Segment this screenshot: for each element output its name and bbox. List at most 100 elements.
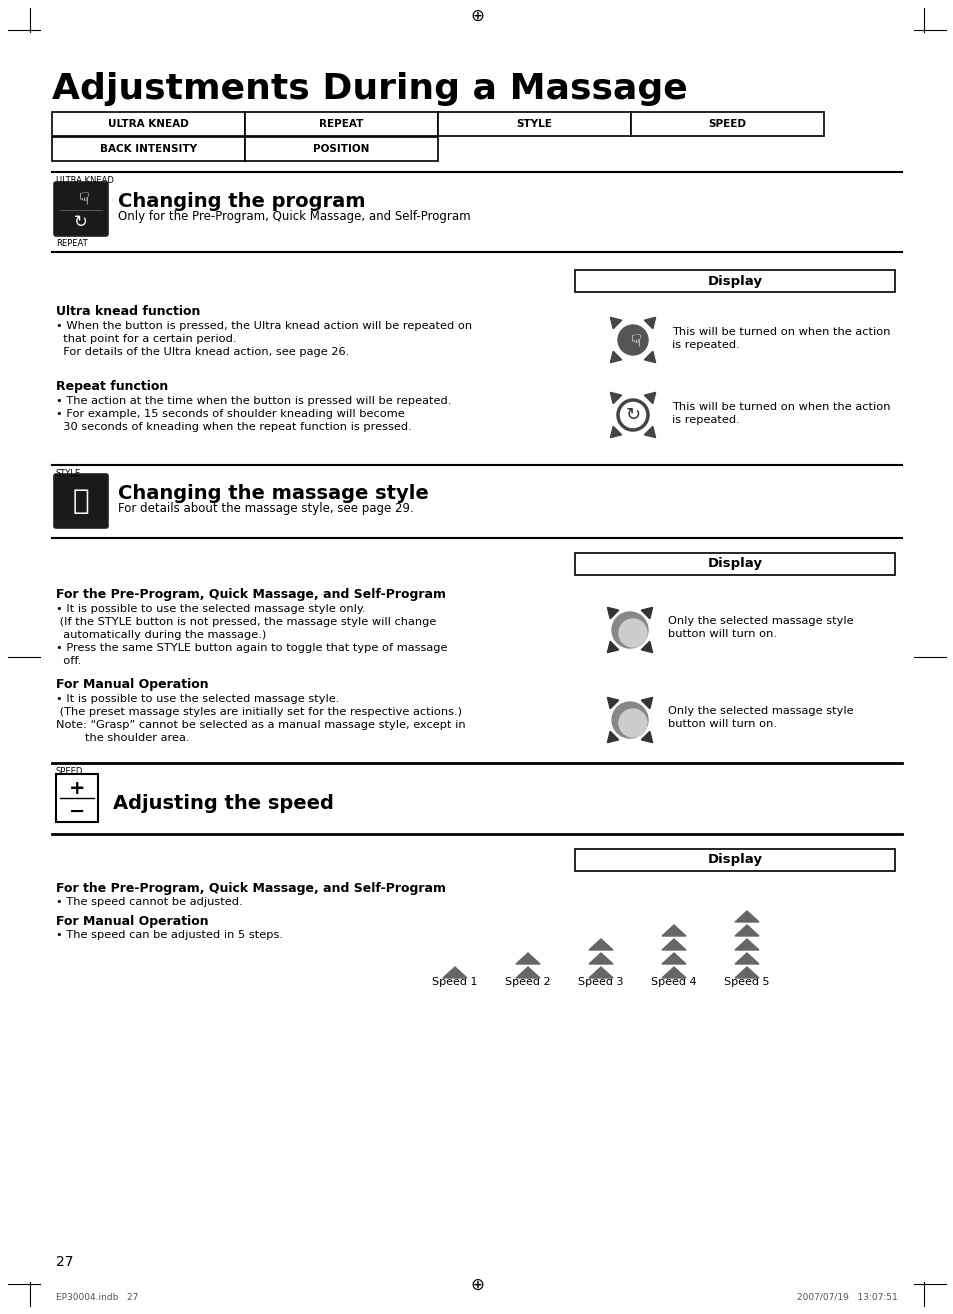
Text: button will turn on.: button will turn on. [667,629,776,639]
Text: SPEED: SPEED [56,767,83,777]
Text: Adjusting the speed: Adjusting the speed [112,794,334,813]
Text: Only the selected massage style: Only the selected massage style [667,706,853,716]
Text: 30 seconds of kneading when the repeat function is pressed.: 30 seconds of kneading when the repeat f… [56,422,412,432]
Bar [437,112,630,137]
Circle shape [618,399,647,430]
Bar [245,112,437,137]
Polygon shape [643,426,655,438]
Text: 2007/07/19   13:07:51: 2007/07/19 13:07:51 [797,1293,897,1302]
Text: • The speed can be adjusted in 5 steps.: • The speed can be adjusted in 5 steps. [56,930,283,940]
Text: EP30004.indb   27: EP30004.indb 27 [56,1293,138,1302]
Bar [56,774,98,823]
Text: Speed 3: Speed 3 [578,978,623,987]
Text: • It is possible to use the selected massage style only.: • It is possible to use the selected mas… [56,604,365,614]
Text: +: + [69,778,85,798]
Text: (The preset massage styles are initially set for the respective actions.): (The preset massage styles are initially… [56,707,461,717]
Text: ☞: ☞ [71,191,90,205]
Polygon shape [734,967,759,978]
Polygon shape [643,351,655,363]
Polygon shape [588,967,613,978]
Text: Only the selected massage style: Only the selected massage style [667,616,853,625]
Bar [575,269,894,292]
Text: For Manual Operation: For Manual Operation [56,915,209,928]
Text: • When the button is pressed, the Ultra knead action will be repeated on: • When the button is pressed, the Ultra … [56,321,472,331]
Circle shape [618,325,647,355]
Text: POSITION: POSITION [313,145,370,154]
Text: ↻: ↻ [625,406,639,424]
Bar [575,553,894,576]
Text: −: − [69,802,85,820]
Text: For details about the massage style, see page 29.: For details about the massage style, see… [118,502,414,515]
Polygon shape [607,607,618,619]
Polygon shape [734,953,759,964]
Text: Changing the massage style: Changing the massage style [118,484,428,503]
Text: Speed 5: Speed 5 [723,978,769,987]
Text: ⊕: ⊕ [470,1276,483,1294]
Polygon shape [661,953,685,964]
Text: button will turn on.: button will turn on. [667,719,776,729]
Polygon shape [607,698,618,708]
Text: ⊕: ⊕ [470,7,483,25]
Bar [52,112,245,137]
Bar [575,849,894,871]
Polygon shape [640,607,652,619]
Polygon shape [661,940,685,950]
Text: • The speed cannot be adjusted.: • The speed cannot be adjusted. [56,897,242,907]
Text: Changing the program: Changing the program [118,192,365,212]
Polygon shape [610,351,621,363]
Polygon shape [661,967,685,978]
Bar [630,112,823,137]
Polygon shape [661,925,685,936]
Text: SPEED: SPEED [708,120,745,129]
Text: ⛹: ⛹ [72,487,90,515]
Polygon shape [640,698,652,708]
Circle shape [612,702,647,738]
Polygon shape [643,318,655,328]
FancyBboxPatch shape [54,183,108,237]
Text: REPEAT: REPEAT [56,239,88,248]
Text: For Manual Operation: For Manual Operation [56,678,209,691]
Text: For the Pre-Program, Quick Massage, and Self-Program: For the Pre-Program, Quick Massage, and … [56,587,446,600]
Polygon shape [607,732,618,742]
Text: Adjustments During a Massage: Adjustments During a Massage [52,72,687,106]
Text: is repeated.: is repeated. [671,340,739,350]
Text: This will be turned on when the action: This will be turned on when the action [671,402,889,413]
Text: • Press the same STYLE button again to toggle that type of massage: • Press the same STYLE button again to t… [56,643,447,653]
Bar [245,137,437,162]
Polygon shape [607,641,618,653]
Text: For details of the Ultra knead action, see page 26.: For details of the Ultra knead action, s… [56,347,349,357]
Text: STYLE: STYLE [56,469,81,478]
Text: Note: “Grasp” cannot be selected as a manual massage style, except in: Note: “Grasp” cannot be selected as a ma… [56,720,465,731]
Text: Speed 1: Speed 1 [432,978,477,987]
Text: ULTRA KNEAD: ULTRA KNEAD [56,176,113,185]
Text: STYLE: STYLE [516,120,552,129]
Polygon shape [516,953,539,964]
Text: ULTRA KNEAD: ULTRA KNEAD [108,120,189,129]
Text: automatically during the massage.): automatically during the massage.) [56,629,266,640]
Text: Only for the Pre-Program, Quick Massage, and Self-Program: Only for the Pre-Program, Quick Massage,… [118,210,470,223]
Text: off.: off. [56,656,81,666]
Circle shape [612,612,647,648]
Text: This will be turned on when the action: This will be turned on when the action [671,327,889,336]
Polygon shape [640,732,652,742]
Polygon shape [588,953,613,964]
Polygon shape [643,393,655,403]
Text: • It is possible to use the selected massage style.: • It is possible to use the selected mas… [56,694,339,704]
Text: ↻: ↻ [74,213,88,231]
Text: Speed 2: Speed 2 [505,978,550,987]
Circle shape [618,619,646,646]
Text: • The action at the time when the button is pressed will be repeated.: • The action at the time when the button… [56,396,451,406]
Text: • For example, 15 seconds of shoulder kneading will become: • For example, 15 seconds of shoulder kn… [56,409,404,419]
Text: ☞: ☞ [623,332,641,347]
Text: Speed 4: Speed 4 [651,978,696,987]
Text: For the Pre-Program, Quick Massage, and Self-Program: For the Pre-Program, Quick Massage, and … [56,882,446,895]
Circle shape [618,399,647,430]
Text: Repeat function: Repeat function [56,380,168,393]
Polygon shape [442,967,467,978]
Polygon shape [610,426,621,438]
Polygon shape [734,925,759,936]
Circle shape [618,710,646,737]
Text: Display: Display [707,557,761,570]
Polygon shape [516,967,539,978]
Text: BACK INTENSITY: BACK INTENSITY [100,145,196,154]
